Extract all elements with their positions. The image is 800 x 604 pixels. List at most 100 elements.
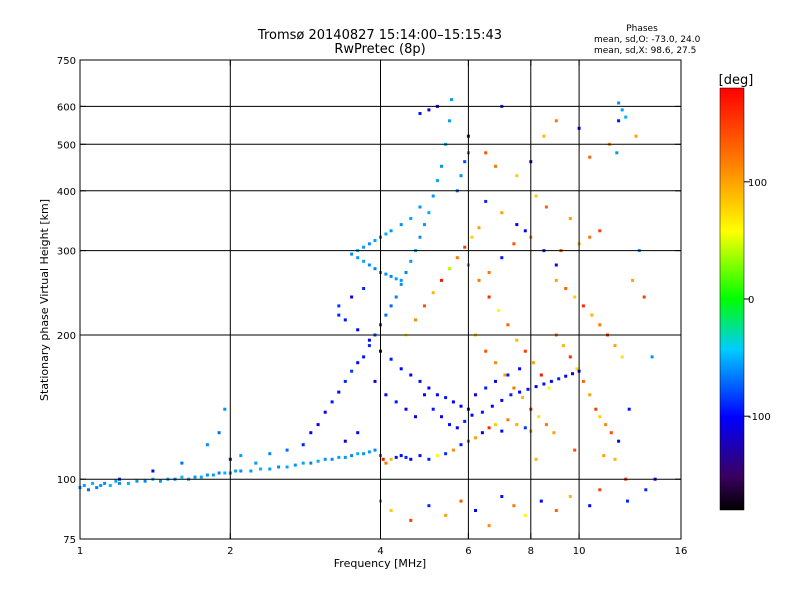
scatter-point <box>431 407 435 411</box>
y-tick-label: 500 <box>57 140 76 151</box>
scatter-point <box>598 323 602 327</box>
scatter-point <box>459 443 463 447</box>
scatter-point <box>356 361 360 365</box>
scatter-point <box>323 410 327 414</box>
y-tick-label: 200 <box>57 331 76 342</box>
scatter-point <box>384 393 388 397</box>
scatter-point <box>285 448 289 452</box>
x-axis: 1 2 4 6 8 10 16 <box>77 60 687 557</box>
scatter-point <box>431 291 435 295</box>
scatter-point <box>91 481 95 485</box>
scatter-point <box>440 278 443 282</box>
scatter-point <box>487 295 491 299</box>
scatter-point <box>373 379 377 383</box>
scatter-point <box>463 419 467 423</box>
scatter-point <box>497 309 501 312</box>
scatter-point <box>423 223 426 227</box>
scatter-point <box>431 194 435 198</box>
scatter-point <box>108 484 112 487</box>
scatter-point <box>448 119 451 123</box>
scatter-point <box>534 457 538 461</box>
scatter-point <box>409 373 413 377</box>
scatter-point <box>484 151 488 155</box>
scatter-point <box>554 509 558 512</box>
scatter-point <box>343 318 347 322</box>
scatter-point <box>634 134 638 138</box>
scatter-point <box>394 277 398 281</box>
scatter-point <box>367 263 371 267</box>
scatter-point <box>609 431 613 435</box>
y-axis-label: Stationary phase Virtual Height [km] <box>38 199 51 401</box>
scatter-point <box>404 407 408 411</box>
scatter-point <box>394 455 398 459</box>
scatter-point <box>114 479 118 483</box>
scatter-point <box>356 452 360 456</box>
scatter-point <box>362 287 366 290</box>
scatter-point <box>544 423 548 427</box>
grid-lines <box>80 60 681 539</box>
scatter-point <box>542 134 546 138</box>
scatter-point <box>362 245 366 249</box>
scatter-point <box>644 488 648 492</box>
scatter-point <box>394 400 398 404</box>
scatter-point <box>427 386 431 390</box>
scatter-point <box>650 355 654 359</box>
scatter-point <box>409 259 413 263</box>
scatter-point <box>259 467 262 471</box>
x-tick-label: 4 <box>377 546 383 557</box>
scatter-point <box>373 448 377 452</box>
scatter-point <box>459 499 463 503</box>
y-axis: 75 100 200 300 400 500 600 750 <box>57 56 681 546</box>
scatter-point <box>474 436 477 440</box>
scatter-point <box>356 431 360 435</box>
scatter-point <box>223 407 227 411</box>
scatter-point <box>418 235 422 239</box>
scatter-point <box>494 379 497 383</box>
scatter-point <box>217 431 221 435</box>
scatter-point <box>404 271 408 274</box>
colorbar-ticks: 100 0 -100 <box>744 178 771 423</box>
scatter-point <box>477 226 481 230</box>
scatter-point <box>494 361 497 365</box>
scatter-point <box>554 278 558 282</box>
scatter-point <box>506 418 510 422</box>
scatter-point <box>350 369 354 373</box>
scatter-point <box>487 524 491 528</box>
scatter-point <box>309 461 313 465</box>
scatter-point <box>277 465 281 469</box>
scatter-point <box>500 211 504 215</box>
scatter-point <box>515 174 519 178</box>
scatter-point <box>337 304 341 308</box>
chart-title: Tromsø 20140827 15:14:00–15:15:43 <box>257 28 502 43</box>
scatter-point <box>435 393 439 397</box>
scatter-point <box>594 407 598 411</box>
scatter-point <box>399 223 403 227</box>
scatter-point <box>544 205 548 209</box>
scatter-point <box>534 194 538 198</box>
scatter-point <box>309 431 313 435</box>
scatter-point <box>384 461 388 465</box>
y-tick-label: 750 <box>57 56 76 67</box>
scatter-point <box>418 205 422 209</box>
scatter-point <box>568 495 572 498</box>
scatter-point <box>512 386 516 390</box>
scatter-point <box>598 415 602 419</box>
scatter-point <box>450 98 453 102</box>
scatter-point <box>211 473 215 477</box>
scatter-point <box>95 486 99 490</box>
scatter-point <box>515 223 519 227</box>
scatter-point <box>484 349 488 353</box>
scatter-point <box>254 461 258 465</box>
scatter-point <box>389 274 393 278</box>
scatter-point <box>534 385 538 389</box>
scatter-point <box>399 454 403 458</box>
scatter-point <box>399 282 403 286</box>
scatter-point <box>82 484 86 487</box>
scatter-point <box>484 386 488 390</box>
scatter-point <box>440 164 443 168</box>
scatter-point <box>451 400 455 404</box>
scatter-point <box>459 174 463 178</box>
scatter-point <box>143 479 147 483</box>
scatter-point <box>487 426 491 430</box>
scatter-point <box>581 379 585 383</box>
